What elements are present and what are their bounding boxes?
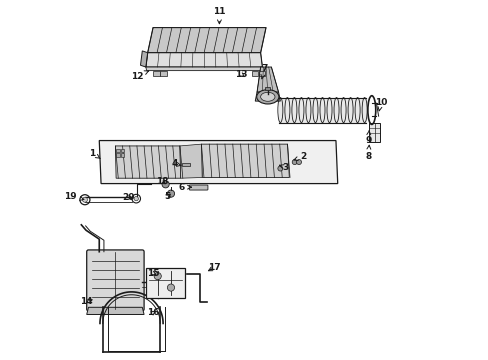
Polygon shape xyxy=(145,67,263,71)
Ellipse shape xyxy=(260,92,274,101)
Polygon shape xyxy=(160,71,166,76)
Ellipse shape xyxy=(256,90,278,104)
Text: 8: 8 xyxy=(365,145,370,161)
Polygon shape xyxy=(180,144,202,178)
Text: 6: 6 xyxy=(178,183,191,192)
Circle shape xyxy=(82,197,87,202)
Circle shape xyxy=(134,197,138,201)
Text: 7: 7 xyxy=(261,64,267,79)
Polygon shape xyxy=(251,71,258,76)
Bar xyxy=(145,268,185,298)
Circle shape xyxy=(167,190,174,197)
Text: 12: 12 xyxy=(130,71,148,81)
Text: 19: 19 xyxy=(64,192,84,201)
Text: 18: 18 xyxy=(156,177,168,186)
Bar xyxy=(116,149,120,152)
Circle shape xyxy=(277,166,282,171)
Text: 4: 4 xyxy=(171,159,181,168)
Circle shape xyxy=(167,284,174,291)
FancyBboxPatch shape xyxy=(189,185,207,190)
Polygon shape xyxy=(147,28,265,53)
Text: 2: 2 xyxy=(293,152,306,161)
Bar xyxy=(116,153,120,157)
Text: 16: 16 xyxy=(146,308,159,317)
Bar xyxy=(182,163,189,166)
Text: 15: 15 xyxy=(146,269,159,278)
Polygon shape xyxy=(258,71,265,76)
Polygon shape xyxy=(86,307,144,315)
Bar xyxy=(265,87,270,90)
Bar xyxy=(368,123,379,142)
Circle shape xyxy=(292,159,297,165)
Text: 11: 11 xyxy=(213,7,225,24)
Text: 13: 13 xyxy=(234,70,246,79)
Polygon shape xyxy=(255,92,280,101)
Circle shape xyxy=(296,159,301,165)
Polygon shape xyxy=(257,67,278,92)
Text: 20: 20 xyxy=(122,193,134,202)
Polygon shape xyxy=(99,140,337,184)
Bar xyxy=(121,153,124,157)
Text: 14: 14 xyxy=(80,297,93,306)
Polygon shape xyxy=(201,144,289,177)
Text: 1: 1 xyxy=(89,149,100,159)
Text: 3: 3 xyxy=(279,163,288,172)
Polygon shape xyxy=(115,146,180,178)
Circle shape xyxy=(154,273,161,280)
Circle shape xyxy=(162,181,169,188)
Polygon shape xyxy=(153,71,159,76)
Text: 5: 5 xyxy=(164,192,170,201)
FancyBboxPatch shape xyxy=(86,250,144,311)
Polygon shape xyxy=(145,53,262,67)
Text: 9: 9 xyxy=(364,130,371,145)
Text: 17: 17 xyxy=(207,264,220,273)
Polygon shape xyxy=(140,51,147,67)
Text: 10: 10 xyxy=(374,98,386,111)
Bar xyxy=(121,149,124,152)
